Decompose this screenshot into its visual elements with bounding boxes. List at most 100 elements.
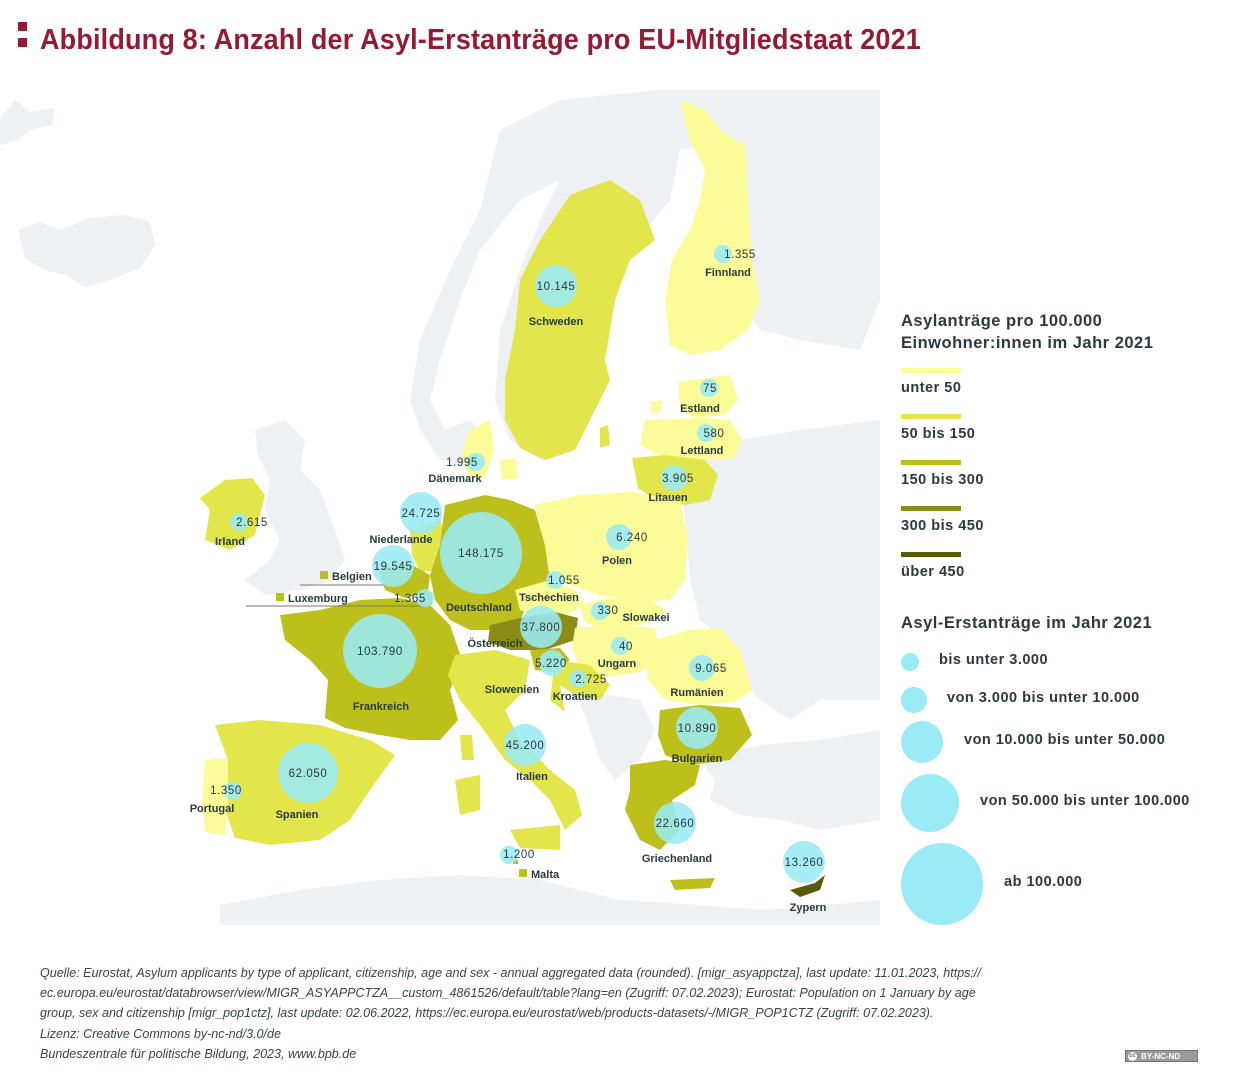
country-label-zypern: Zypern: [790, 902, 827, 914]
country-label-spanien: Spanien: [276, 809, 319, 821]
bubble-estland[interactable]: [700, 379, 718, 397]
europe-map: 1.355 Finnland 10.145 Schweden 75 Estland 580 L…: [0, 90, 880, 925]
country-label-estland: Estland: [680, 403, 720, 415]
value-label-ungarn: 40: [619, 641, 633, 653]
footer-line: ec.europa.eu/eurostat/databrowser/view/M…: [40, 985, 976, 1001]
country-label-litauen: Litauen: [648, 492, 687, 504]
bubble-slowakei[interactable]: [591, 602, 609, 620]
legend-swatch: [901, 460, 961, 465]
bubble-frankreich[interactable]: [343, 614, 417, 688]
license-badge[interactable]: cc BY-NC-ND: [1125, 1050, 1198, 1062]
value-label-finnland: 1.355: [724, 249, 756, 261]
value-label-spanien: 62.050: [289, 768, 328, 780]
country-label-belgien: Belgien: [332, 571, 372, 583]
bubble-ungarn[interactable]: [611, 637, 629, 655]
value-label-belgien: 19.545: [374, 561, 413, 573]
bubble-rumaenien[interactable]: [689, 655, 715, 681]
legend-bubble: [901, 721, 943, 763]
country-lettland[interactable]: [640, 418, 742, 460]
creative-commons-icon: cc: [1128, 1051, 1137, 1061]
country-schweden[interactable]: [505, 180, 655, 460]
bubble-daenemark[interactable]: [467, 453, 485, 471]
country-zypern[interactable]: [790, 875, 825, 897]
bubble-griechenland[interactable]: [654, 802, 696, 844]
legend: Asylanträge pro 100.000 Einwohner:innen …: [880, 290, 1240, 925]
bubble-portugal[interactable]: [224, 782, 242, 800]
legend-bubble-label: von 50.000 bis unter 100.000: [980, 793, 1190, 809]
legend-bubble-label: bis unter 3.000: [939, 652, 1049, 668]
iceland-shape: [18, 215, 155, 287]
value-label-daenemark: 1.995: [446, 457, 478, 469]
country-label-ungarn: Ungarn: [598, 658, 637, 670]
bubble-oesterreich[interactable]: [520, 606, 562, 648]
country-finnland[interactable]: [665, 100, 760, 355]
page-title: Abbildung 8: Anzahl der Asyl-Erstanträge…: [40, 24, 921, 56]
bubble-deutschland[interactable]: [440, 512, 522, 594]
license-badge-label: BY-NC-ND: [1141, 1051, 1181, 1061]
bubble-lettland[interactable]: [697, 424, 715, 442]
legend-swatch: [901, 552, 961, 557]
norway-russia-shape: [410, 90, 880, 470]
country-label-griechenland: Griechenland: [642, 853, 712, 865]
legend-bubble: [901, 653, 919, 671]
value-label-slowenien: 5.220: [535, 658, 567, 670]
bubble-litauen[interactable]: [661, 465, 687, 491]
turkey-shape: [700, 730, 880, 830]
value-label-frankreich: 103.790: [357, 646, 403, 658]
bubble-spanien[interactable]: [278, 743, 338, 803]
bubble-polen[interactable]: [606, 524, 632, 550]
country-label-luxemburg: Luxemburg: [288, 593, 348, 605]
leader-lines: [246, 584, 425, 607]
footer-line: group, sex and citizenship [migr_pop1ctz…: [40, 1005, 934, 1021]
title-marker-icon: [18, 22, 27, 54]
bubble-malta[interactable]: [500, 846, 518, 864]
value-label-rumaenien: 9.065: [695, 663, 727, 675]
country-label-oesterreich: Österreich: [467, 637, 522, 650]
bubble-schweden[interactable]: [535, 265, 577, 307]
country-portugal[interactable]: [202, 758, 228, 835]
bubble-belgien[interactable]: [372, 545, 414, 587]
legend-class-label: 300 bis 450: [901, 518, 984, 534]
value-label-bulgarien: 10.890: [678, 723, 717, 735]
value-label-lettland: 580: [704, 428, 725, 440]
legend-class-label: 150 bis 300: [901, 472, 984, 488]
country-labels: 1.355 Finnland 10.145 Schweden 75 Estland 580 L…: [190, 249, 827, 914]
country-label-finnland: Finnland: [705, 267, 751, 279]
legend-class-label: 50 bis 150: [901, 426, 976, 442]
legend-class-label: unter 50: [901, 380, 962, 396]
value-label-polen: 6.240: [616, 532, 648, 544]
bubble-niederlande[interactable]: [400, 492, 442, 534]
source-footer: Quelle: Eurostat, Asylum applicants by t…: [40, 963, 1085, 1064]
bubble-italien[interactable]: [504, 724, 546, 766]
value-label-schweden: 10.145: [537, 281, 576, 293]
legend-choropleth-title-line2: Einwohner:innen im Jahr 2021: [901, 334, 1154, 352]
country-label-rumaenien: Rumänien: [670, 687, 723, 699]
country-irland[interactable]: [200, 478, 265, 550]
legend-swatch: [901, 368, 961, 373]
bubble-irland[interactable]: [230, 513, 248, 531]
country-schweden-gotland[interactable]: [600, 425, 610, 448]
legend-choropleth-title-line1: Asylanträge pro 100.000: [901, 312, 1103, 330]
label-swatch-malta: [519, 869, 527, 877]
bubble-kroatien[interactable]: [569, 670, 587, 688]
bubble-tschechien[interactable]: [546, 571, 564, 589]
footer-line: Lizenz: Creative Commons by-nc-nd/3.0/de: [40, 1025, 281, 1041]
country-label-frankreich: Frankreich: [353, 701, 410, 713]
legend-bubble-label: von 3.000 bis unter 10.000: [947, 690, 1140, 706]
country-label-bulgarien: Bulgarien: [672, 753, 723, 765]
country-label-lettland: Lettland: [681, 445, 724, 457]
country-label-polen: Polen: [602, 555, 632, 567]
bubble-zypern[interactable]: [783, 841, 825, 883]
bubble-finnland[interactable]: [714, 245, 732, 263]
bubble-luxemburg[interactable]: [416, 589, 434, 607]
legend-bubble-label: von 10.000 bis unter 50.000: [964, 732, 1166, 748]
country-finnland-aland[interactable]: [650, 400, 662, 412]
bubble-slowenien[interactable]: [539, 650, 565, 676]
country-label-irland: Irland: [215, 536, 245, 548]
value-label-luxemburg: 1.365: [394, 593, 426, 605]
country-label-italien: Italien: [516, 771, 548, 783]
bubble-bulgarien[interactable]: [676, 707, 718, 749]
legend-class-label: über 450: [901, 564, 965, 580]
value-label-kroatien: 2.725: [575, 674, 607, 686]
value-label-deutschland: 148.175: [458, 548, 504, 560]
